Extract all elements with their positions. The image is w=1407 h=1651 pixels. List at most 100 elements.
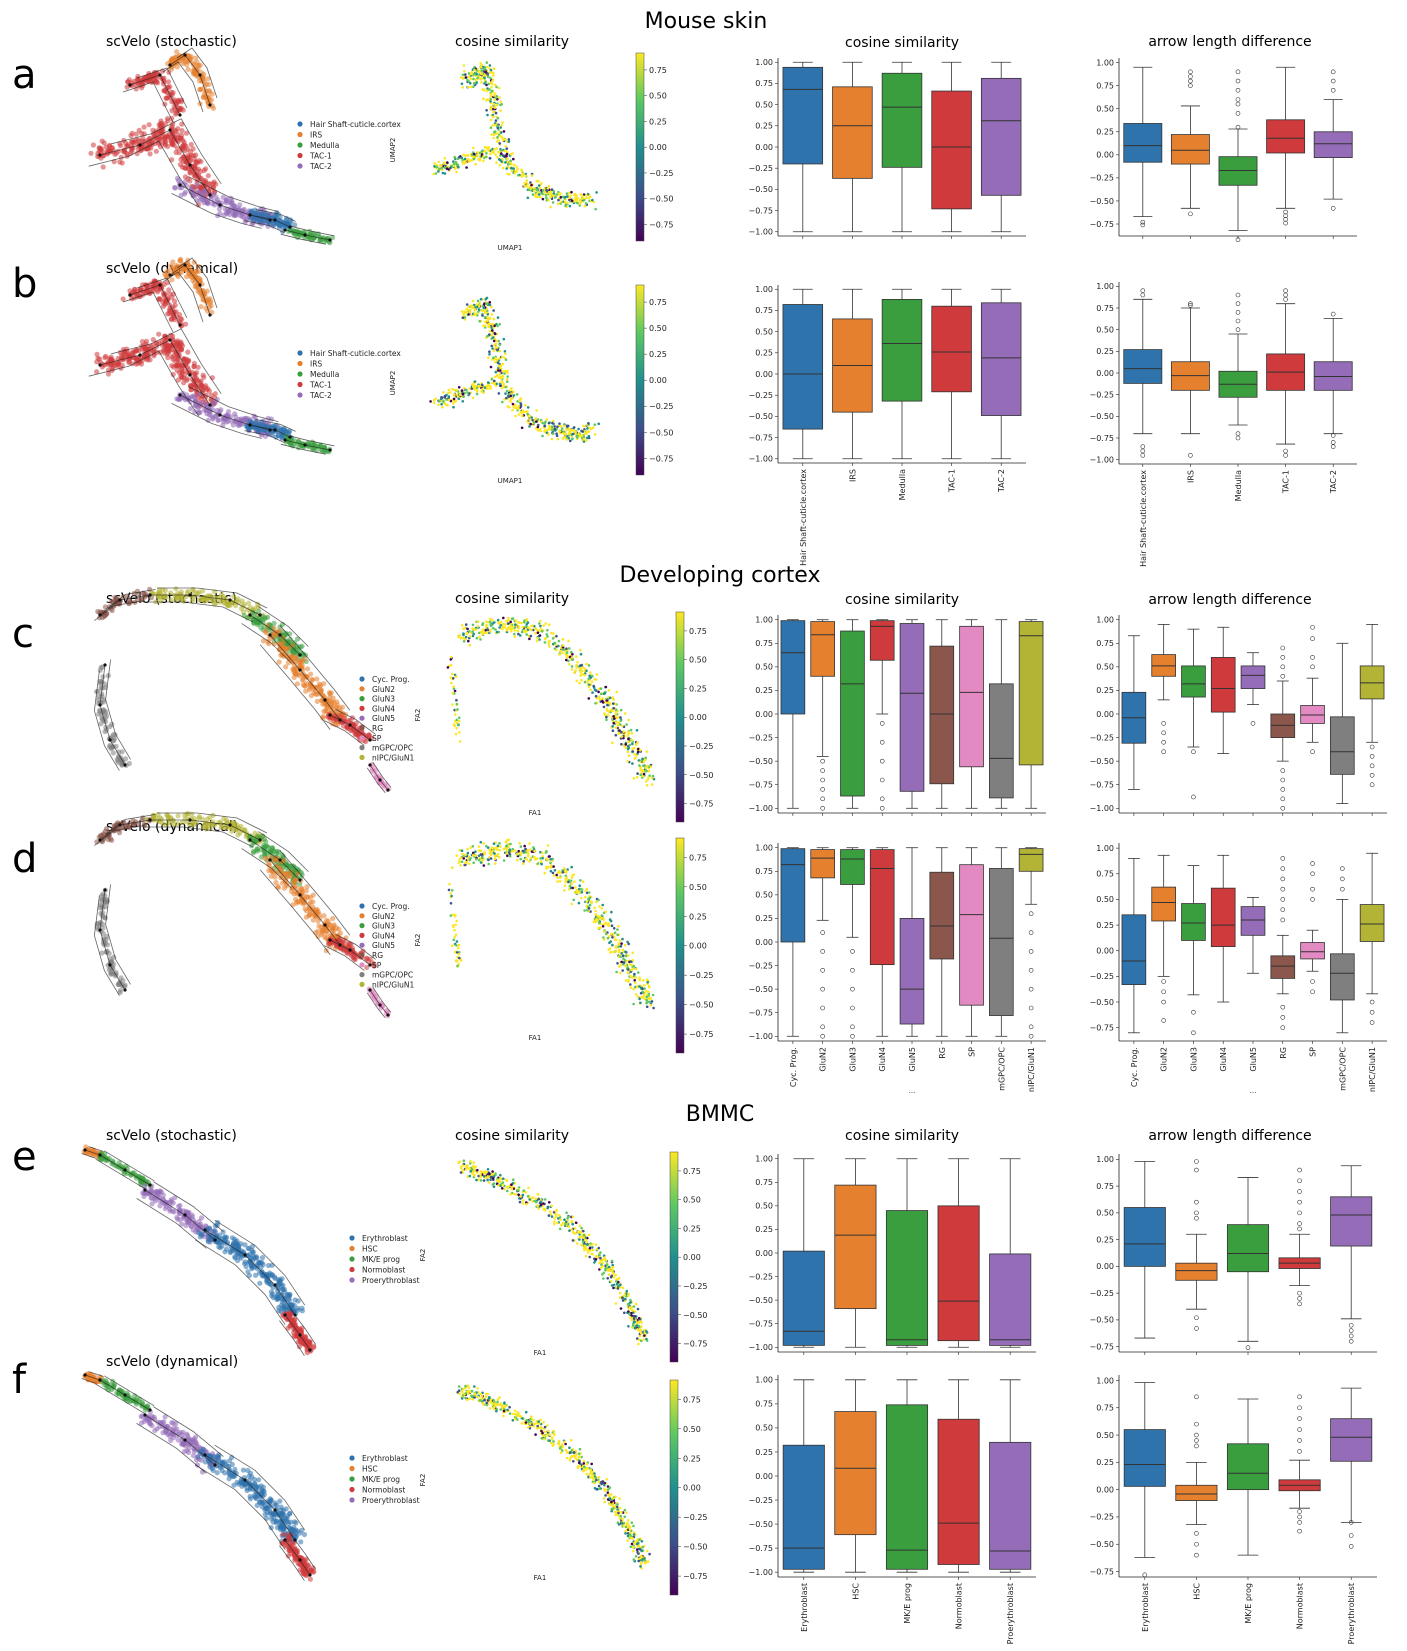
velocity-arrowhead	[103, 663, 107, 667]
velocity-arrowhead	[273, 428, 277, 432]
cell-point	[294, 681, 300, 687]
cell-point	[263, 629, 269, 636]
cell-point	[206, 595, 212, 601]
velocity-arrowhead	[298, 878, 302, 882]
cell-point	[174, 1426, 180, 1432]
cell-point	[249, 208, 255, 214]
cell-point	[252, 1494, 258, 1501]
cell-point	[224, 196, 230, 202]
cell-point	[169, 277, 175, 283]
cell-point	[326, 690, 332, 696]
cell-point	[108, 354, 114, 360]
cell-point	[280, 1287, 286, 1293]
velocity-arrowhead	[123, 1393, 127, 1397]
cell-point	[232, 212, 238, 218]
cell-point	[103, 826, 110, 832]
cosine-point	[559, 196, 563, 199]
cell-point	[201, 71, 207, 78]
velocity-arrowhead	[248, 423, 252, 427]
cell-point	[292, 222, 298, 228]
cell-point	[162, 138, 168, 144]
velocity-arrowhead	[178, 113, 182, 117]
velocity-arrowhead	[123, 763, 127, 767]
cell-point	[176, 1203, 182, 1209]
cos-map-title-c: cosine similarity	[455, 591, 569, 607]
velocity-arrowhead	[148, 1183, 152, 1187]
cell-point	[185, 66, 191, 72]
cell-point	[289, 1302, 295, 1308]
cell-point	[341, 723, 347, 729]
velocity-arrowhead	[228, 823, 232, 827]
embedding-scatter-b	[88, 256, 335, 455]
velocity-arrowhead	[83, 1373, 87, 1377]
cell-point	[274, 850, 280, 856]
cell-point	[169, 92, 175, 98]
cosine-point	[541, 197, 545, 201]
cell-point	[310, 917, 316, 923]
cell-point	[285, 228, 292, 234]
cell-point	[193, 159, 199, 165]
cell-point	[209, 201, 216, 207]
velocity-arrowhead	[208, 313, 212, 317]
cell-point	[257, 1280, 263, 1286]
cell-point	[168, 1437, 174, 1443]
cell-point	[100, 164, 106, 170]
cell-point	[284, 1532, 290, 1538]
cell-point	[162, 271, 168, 277]
box-title-arrow-e: arrow length difference	[1148, 1128, 1311, 1144]
cell-point	[278, 1507, 285, 1513]
cell-point	[134, 348, 140, 354]
cosine-point	[548, 191, 552, 194]
cell-point	[175, 1437, 181, 1443]
cell-point	[168, 137, 174, 143]
velocity-arrowhead	[98, 703, 102, 707]
cosine-point	[503, 149, 506, 153]
cosine-point	[486, 113, 489, 117]
velocity-arrowhead	[258, 838, 262, 842]
cell-point	[308, 693, 314, 699]
cosine-point	[496, 116, 500, 120]
cell-point	[108, 746, 114, 752]
cell-point	[176, 150, 182, 156]
cell-point	[218, 407, 224, 413]
cell-point	[222, 1459, 228, 1465]
cell-point	[177, 135, 183, 141]
cell-point	[296, 899, 302, 905]
cell-point	[104, 942, 111, 948]
cell-point	[152, 1428, 158, 1434]
velocity-arrowhead	[213, 1463, 217, 1467]
cell-point	[290, 879, 296, 885]
cell-point	[302, 1572, 308, 1578]
cell-point	[214, 1470, 220, 1476]
cell-point	[183, 130, 190, 136]
cell-point	[219, 597, 225, 603]
cell-point	[244, 1487, 250, 1494]
cell-point	[274, 1525, 281, 1531]
cell-point	[276, 222, 283, 228]
cell-point	[200, 75, 206, 81]
cosine-point	[486, 89, 489, 93]
cell-point	[205, 1239, 211, 1245]
cell-point	[284, 215, 290, 221]
velocity-arrowhead	[143, 1188, 147, 1192]
cell-point	[259, 1487, 265, 1493]
cell-point	[345, 718, 352, 724]
cell-point	[158, 144, 164, 150]
velocity-arrowhead	[243, 1478, 247, 1482]
cell-point	[187, 154, 193, 160]
cell-point	[276, 864, 282, 870]
cell-point	[162, 587, 168, 594]
cell-point	[287, 1511, 293, 1517]
cell-point	[250, 850, 256, 856]
velocity-arrowhead	[198, 73, 202, 77]
cell-point	[195, 364, 201, 370]
velocity-arrowhead	[273, 1283, 277, 1287]
cell-point	[292, 665, 298, 672]
cell-point	[292, 1297, 298, 1303]
cell-point	[167, 291, 173, 297]
cell-point	[174, 821, 180, 827]
panel-letter-a: a	[12, 52, 37, 98]
cell-point	[184, 376, 190, 382]
cell-point	[177, 257, 183, 263]
